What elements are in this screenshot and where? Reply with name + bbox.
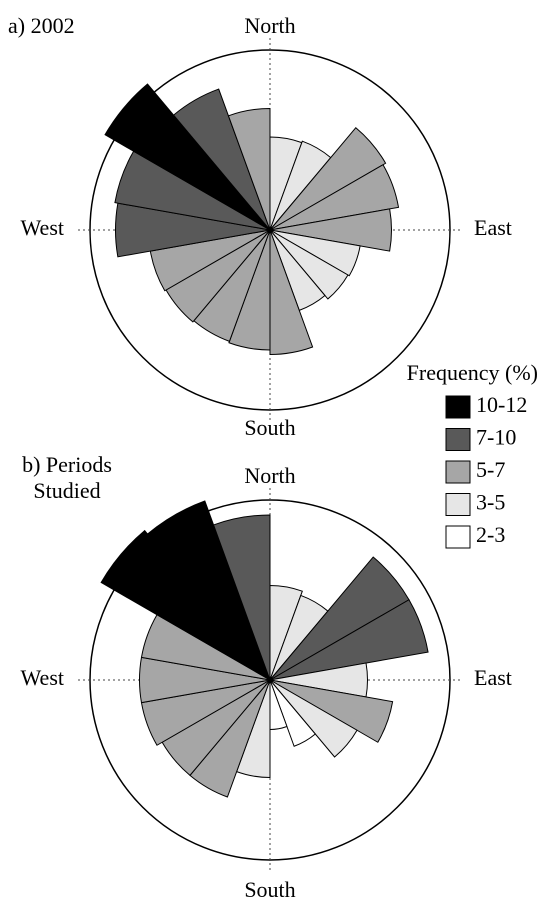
sector bbox=[146, 500, 271, 681]
sector bbox=[269, 229, 349, 300]
legend-swatch bbox=[445, 493, 471, 516]
legend-title: Frequency (%) bbox=[407, 360, 538, 385]
sector bbox=[212, 514, 271, 681]
sector bbox=[269, 229, 314, 356]
sector bbox=[269, 127, 387, 231]
sector bbox=[269, 208, 392, 252]
legend-label: 5-7 bbox=[476, 457, 505, 482]
direction-label: North bbox=[244, 463, 295, 488]
legend-swatch bbox=[445, 525, 471, 549]
sector bbox=[269, 679, 358, 758]
legend-swatch bbox=[445, 460, 471, 484]
direction-label: East bbox=[474, 665, 512, 690]
legend-label: 7-10 bbox=[476, 425, 516, 450]
sector bbox=[269, 599, 429, 681]
sector bbox=[100, 529, 271, 681]
legend-label: 2-3 bbox=[476, 522, 505, 547]
sector bbox=[104, 83, 271, 231]
direction-label: West bbox=[21, 665, 64, 690]
direction-label: South bbox=[244, 877, 295, 902]
sector bbox=[269, 164, 400, 231]
chart-title: a) 2002 bbox=[8, 13, 75, 38]
legend-label: 3-5 bbox=[476, 490, 505, 515]
chart-title: b) Periods Studied bbox=[22, 452, 112, 503]
sector bbox=[269, 679, 394, 743]
direction-label: West bbox=[21, 215, 64, 240]
direction-label: East bbox=[474, 215, 512, 240]
sector bbox=[269, 229, 361, 277]
legend-swatch bbox=[445, 428, 471, 451]
legend-label: 10-12 bbox=[476, 392, 527, 417]
legend-swatch bbox=[445, 395, 471, 419]
sector bbox=[172, 88, 271, 231]
sector bbox=[228, 229, 271, 351]
sector bbox=[269, 679, 317, 747]
direction-label: South bbox=[244, 415, 295, 440]
sector bbox=[227, 107, 271, 231]
direction-label: North bbox=[244, 13, 295, 38]
